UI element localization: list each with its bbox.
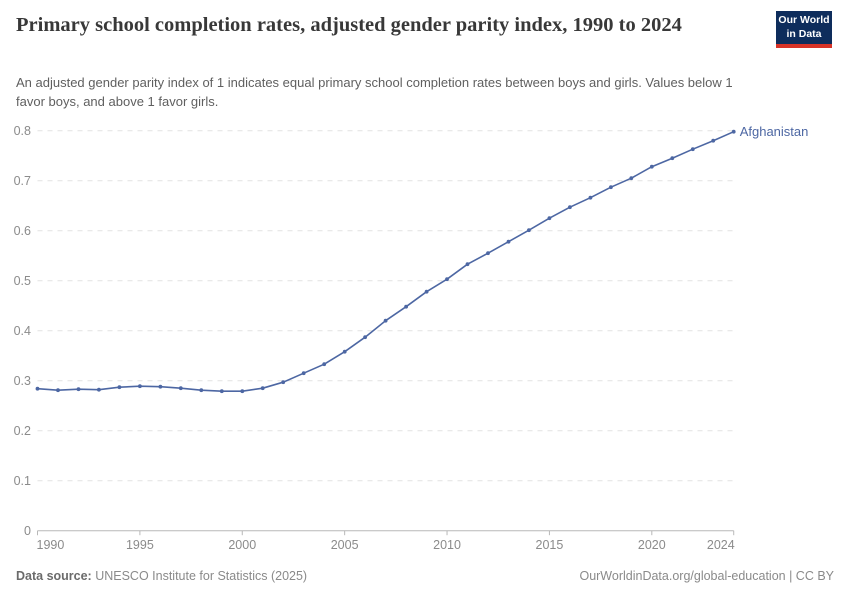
data-source-label: Data source:: [16, 569, 92, 583]
data-point[interactable]: [97, 387, 101, 392]
data-point[interactable]: [342, 349, 347, 354]
y-tick-label: 0.7: [14, 174, 31, 188]
x-tick-label: 2000: [228, 538, 256, 552]
x-tick-label: 2005: [331, 538, 359, 552]
chart-title: Primary school completion rates, adjuste…: [16, 14, 682, 36]
x-tick-label: 1990: [37, 538, 65, 552]
x-tick-label: 2020: [638, 538, 666, 552]
data-point[interactable]: [281, 380, 286, 385]
y-tick-label: 0.4: [14, 324, 31, 338]
data-point[interactable]: [219, 389, 224, 394]
data-point[interactable]: [260, 386, 265, 391]
data-point[interactable]: [670, 156, 675, 161]
y-tick-label: 0.5: [14, 274, 31, 288]
x-tick-label: 1995: [126, 538, 154, 552]
credit-link[interactable]: OurWorldinData.org/global-education | CC…: [579, 569, 834, 583]
owid-logo-line1: Our World: [778, 14, 830, 27]
data-point[interactable]: [240, 389, 245, 394]
data-point[interactable]: [711, 138, 716, 143]
data-point[interactable]: [117, 385, 122, 390]
y-tick-label: 0.6: [14, 224, 31, 238]
data-point[interactable]: [609, 185, 613, 190]
data-point[interactable]: [404, 304, 408, 309]
series-line[interactable]: [36, 130, 735, 392]
data-point[interactable]: [424, 289, 429, 294]
data-point[interactable]: [547, 216, 552, 221]
data-point[interactable]: [690, 147, 695, 152]
data-point[interactable]: [731, 129, 736, 134]
x-tick-label: 2024: [707, 538, 735, 552]
chart-subtitle: An adjusted gender parity index of 1 ind…: [16, 75, 733, 109]
data-point[interactable]: [158, 384, 163, 389]
data-point[interactable]: [568, 205, 572, 210]
data-point[interactable]: [486, 251, 490, 256]
data-point[interactable]: [138, 384, 142, 389]
data-point[interactable]: [465, 262, 470, 267]
data-point[interactable]: [629, 176, 634, 181]
y-tick-label: 0.2: [14, 424, 31, 438]
data-point[interactable]: [35, 386, 40, 391]
data-point[interactable]: [383, 318, 388, 323]
data-point[interactable]: [527, 228, 531, 233]
data-point[interactable]: [506, 239, 511, 244]
y-tick-label: 0.1: [14, 474, 31, 488]
x-tick-label: 2010: [433, 538, 461, 552]
y-tick-label: 0.3: [14, 374, 31, 388]
data-source: Data source: UNESCO Institute for Statis…: [16, 569, 307, 583]
data-point[interactable]: [322, 362, 327, 367]
y-tick-label: 0.8: [14, 124, 31, 138]
entity-label[interactable]: Afghanistan: [740, 124, 809, 139]
data-point[interactable]: [178, 386, 183, 391]
owid-logo-line2: in Data: [786, 27, 822, 40]
data-point[interactable]: [649, 164, 654, 169]
chart-footer: Data source: UNESCO Institute for Statis…: [16, 569, 834, 583]
data-point[interactable]: [445, 277, 449, 282]
data-point[interactable]: [588, 195, 593, 200]
data-point[interactable]: [56, 388, 60, 393]
y-tick-label: 0: [24, 524, 31, 538]
data-point[interactable]: [301, 371, 306, 376]
x-tick-label: 2015: [536, 538, 564, 552]
data-point[interactable]: [76, 387, 81, 392]
data-point[interactable]: [363, 335, 367, 340]
owid-logo[interactable]: Our World in Data: [776, 11, 832, 48]
data-point[interactable]: [199, 388, 204, 393]
data-source-value: UNESCO Institute for Statistics (2025): [91, 569, 308, 583]
